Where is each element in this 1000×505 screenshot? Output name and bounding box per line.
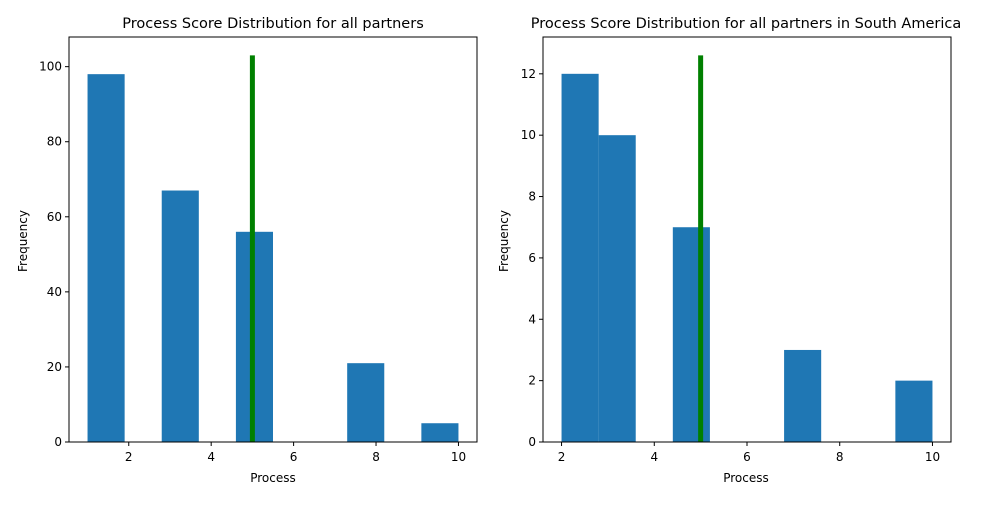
x-tick-label: 8 (372, 450, 380, 464)
y-tick-label: 10 (521, 128, 536, 142)
y-tick-label: 4 (528, 312, 536, 326)
histogram-bar (784, 349, 822, 442)
histogram-bar (598, 135, 636, 442)
y-tick-label: 60 (47, 210, 62, 224)
x-tick-label: 10 (925, 450, 940, 464)
bars-group (87, 74, 459, 442)
chart-title: Process Score Distribution for all partn… (122, 16, 424, 32)
x-tick-label: 4 (650, 450, 658, 464)
y-tick-label: 12 (521, 67, 536, 81)
histogram-bar (87, 74, 125, 442)
chart-title: Process Score Distribution for all partn… (531, 16, 962, 32)
histogram-right-panel: Process Score Distribution for all partn… (497, 16, 961, 485)
x-axis-label: Process (723, 471, 769, 485)
y-tick-label: 2 (528, 374, 536, 388)
x-tick-label: 10 (451, 450, 466, 464)
y-tick-label: 100 (39, 60, 62, 74)
y-tick-label: 0 (54, 435, 62, 449)
axes-group: 2 4 6 8 10 0 2 4 6 8 10 12 (521, 36, 952, 464)
histogram-bar (421, 423, 459, 442)
histogram-bar (895, 380, 933, 442)
y-tick-label: 20 (47, 360, 62, 374)
histogram-bar (672, 227, 710, 442)
y-tick-label: 0 (528, 435, 536, 449)
y-tick-label: 6 (528, 251, 536, 265)
x-tick-label: 2 (125, 450, 133, 464)
y-axis-label: Frequency (497, 210, 511, 272)
histogram-bar (347, 363, 385, 442)
x-axis-label: Process (250, 471, 296, 485)
x-tick-label: 8 (836, 450, 844, 464)
y-tick-label: 8 (528, 190, 536, 204)
histogram-bar (561, 73, 599, 443)
y-tick-label: 80 (47, 135, 62, 149)
bars-group (561, 73, 933, 443)
histogram-bar (161, 190, 199, 442)
axes-frame (68, 36, 478, 443)
y-tick-label: 40 (47, 285, 62, 299)
y-axis-label: Frequency (16, 210, 30, 272)
x-tick-label: 4 (207, 450, 215, 464)
x-tick-label: 2 (558, 450, 566, 464)
x-tick-label: 6 (290, 450, 298, 464)
x-tick-label: 6 (743, 450, 751, 464)
histogram-left-panel: Process Score Distribution for all partn… (16, 16, 478, 485)
